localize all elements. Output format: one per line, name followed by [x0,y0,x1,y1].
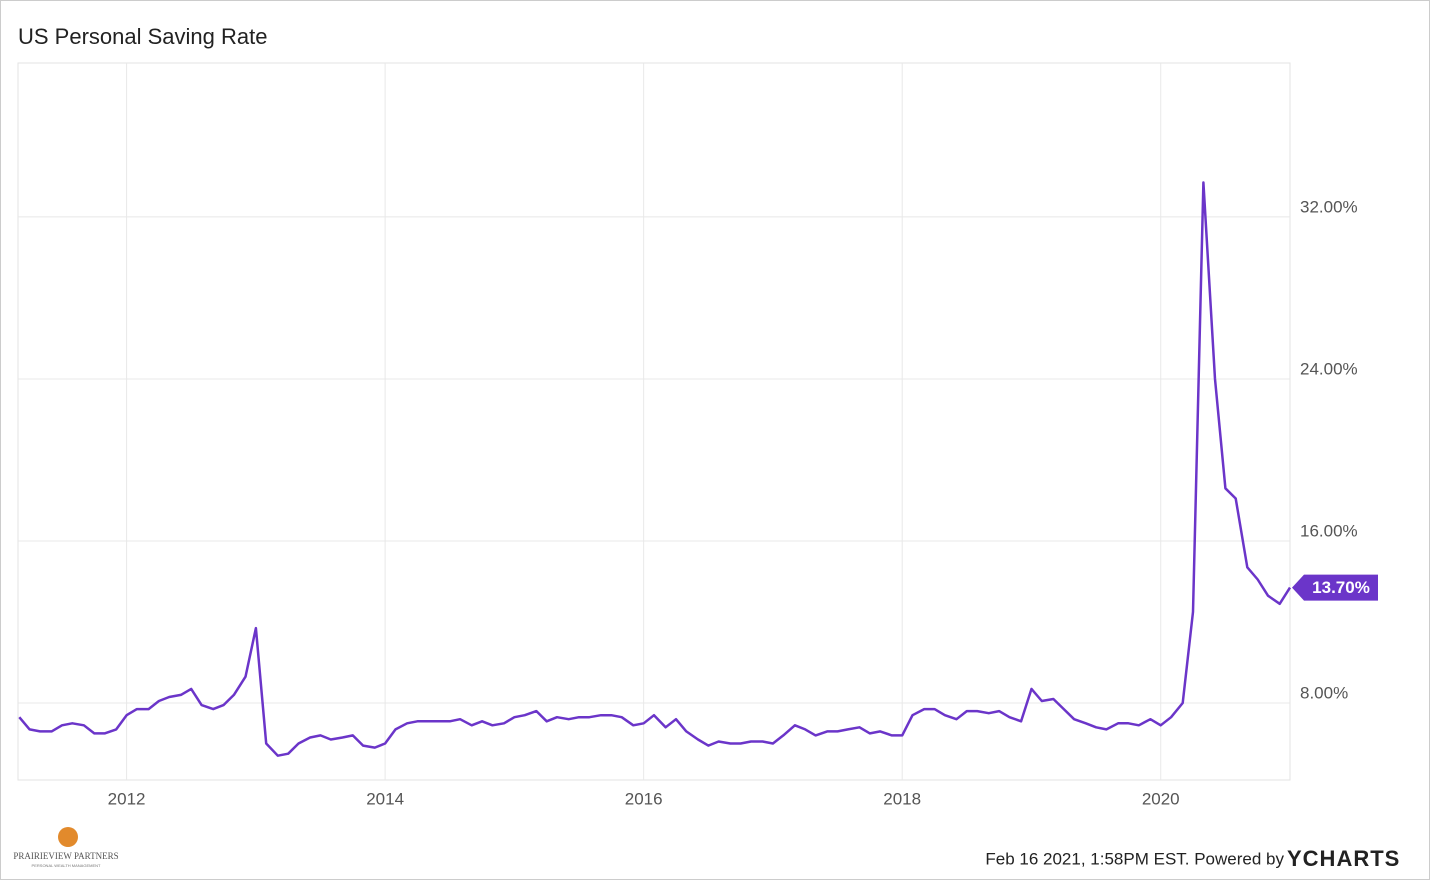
logo-name: PRAIRIEVIEW PARTNERS [13,851,118,861]
plot-area [17,62,1291,781]
x-tick-label: 2016 [625,789,663,808]
line [18,181,1292,757]
y-tick-label: 16.00% [1300,521,1358,540]
logo-icon [58,827,78,847]
logo-tagline: PERSONAL WEALTH MANAGEMENT [32,863,101,868]
y-tick-label: 8.00% [1300,684,1348,703]
chart-title: US Personal Saving Rate [18,24,267,49]
timestamp: Feb 16 2021, 1:58PM EST. Powered by [985,849,1284,868]
x-tick-label: 2014 [366,789,404,808]
logo: PRAIRIEVIEW PARTNERS PERSONAL WEALTH MAN… [13,827,119,868]
x-tick-label: 2012 [108,789,146,808]
x-tick-label: 2018 [883,789,921,808]
x-tick-label: 2020 [1142,789,1180,808]
y-tick-label: 24.00% [1300,359,1358,378]
y-tick-label: 32.00% [1300,197,1358,216]
end-callout [1292,574,1378,601]
end-label: 13.70% [1312,578,1370,597]
brand: YCHARTS [1287,846,1400,871]
